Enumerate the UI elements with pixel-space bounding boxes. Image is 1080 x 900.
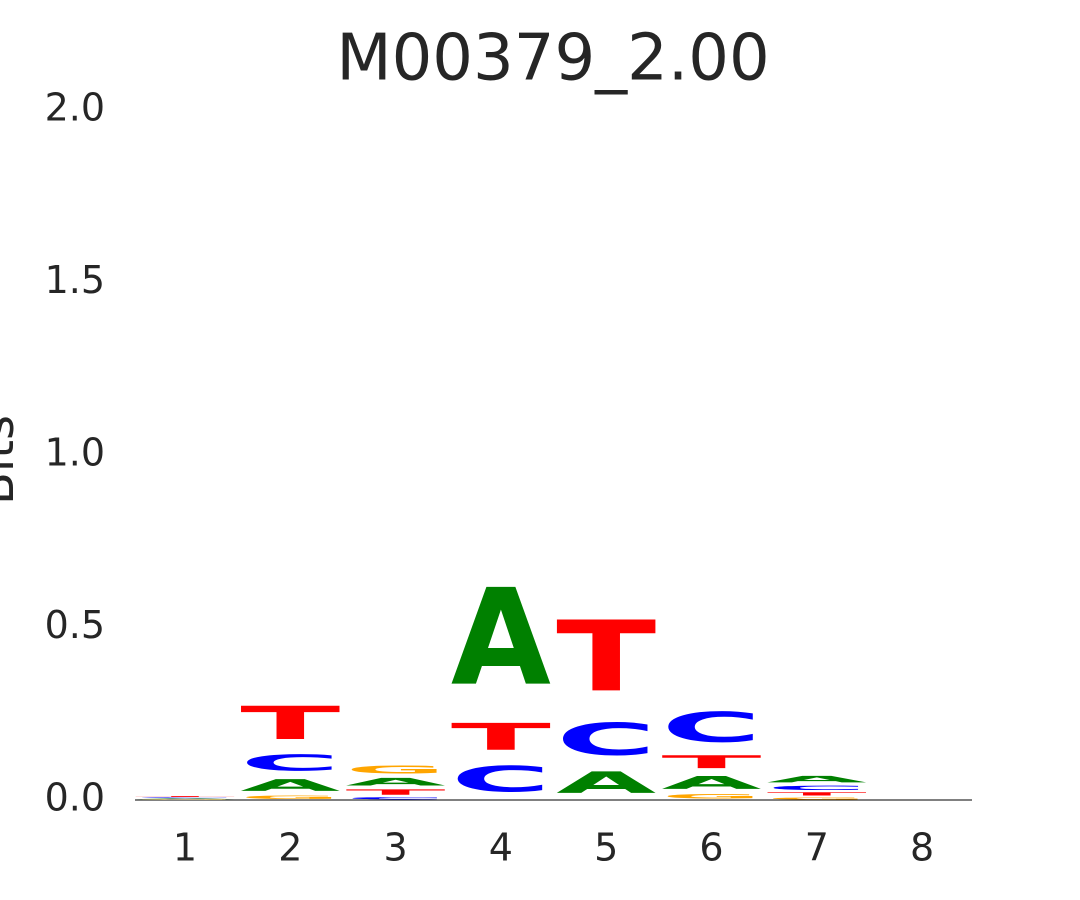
x-tick-label: 2 bbox=[278, 826, 302, 870]
x-tick-label: 1 bbox=[173, 826, 197, 870]
logo-letter: C bbox=[556, 714, 656, 766]
logo-letter: A bbox=[556, 766, 657, 800]
x-tick-label: 7 bbox=[805, 826, 829, 870]
logo-letter: A bbox=[767, 774, 867, 784]
y-axis-label: Bits bbox=[0, 415, 25, 505]
logo-letter: C bbox=[346, 797, 446, 800]
x-tick-label: 4 bbox=[489, 826, 513, 870]
logo-letter: T bbox=[767, 791, 867, 796]
logo-letter: A bbox=[451, 560, 551, 715]
logo-letter: T bbox=[240, 696, 340, 749]
logo-letter: T bbox=[135, 796, 235, 797]
logo-letter: A bbox=[662, 772, 762, 793]
y-tick-label: 0.5 bbox=[45, 603, 105, 647]
logo-letter: T bbox=[556, 601, 656, 714]
y-tick-label: 2.0 bbox=[45, 86, 105, 130]
y-tick-label: 1.5 bbox=[45, 258, 105, 302]
logo-letter: C bbox=[135, 797, 235, 798]
logo-letter: T bbox=[662, 752, 762, 773]
x-tick-label: 8 bbox=[910, 826, 934, 870]
logo-letter: C bbox=[451, 759, 551, 800]
logo-letter: G bbox=[662, 793, 762, 800]
logo-letter: G bbox=[346, 764, 446, 776]
chart-title: M00379_2.00 bbox=[336, 22, 769, 96]
logo-letter: T bbox=[346, 788, 446, 797]
y-tick-label: 0.0 bbox=[45, 776, 105, 820]
x-tick-label: 3 bbox=[384, 826, 408, 870]
x-tick-label: 6 bbox=[699, 826, 723, 870]
x-tick-label: 5 bbox=[594, 826, 618, 870]
logo-letter: C bbox=[767, 784, 867, 791]
logo-letter: A bbox=[346, 776, 446, 788]
logo-letter: G bbox=[240, 795, 340, 800]
logo-letter: A bbox=[135, 798, 235, 799]
logo-letter: C bbox=[240, 750, 340, 776]
y-tick-label: 1.0 bbox=[45, 431, 105, 475]
logo-letter: G bbox=[767, 797, 867, 800]
logo-letter: G bbox=[135, 799, 235, 800]
logo-letter: C bbox=[662, 704, 762, 752]
logo-letter: T bbox=[451, 716, 551, 759]
logo-letter: A bbox=[240, 776, 340, 795]
